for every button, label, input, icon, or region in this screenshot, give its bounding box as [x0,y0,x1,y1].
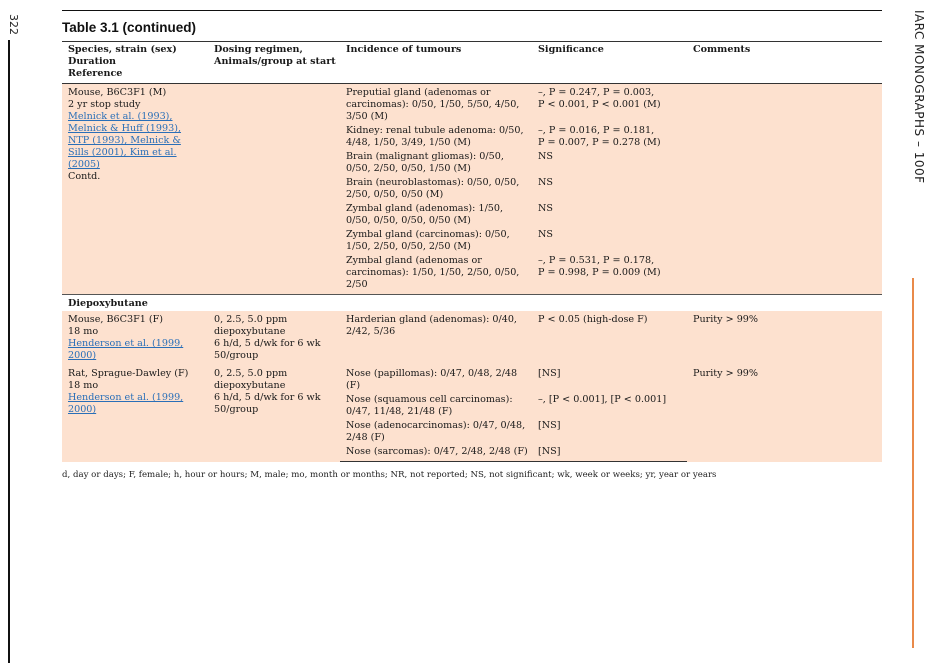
incidence-cell: Brain (neuroblastomas): 0/50, 0/50, 2/50… [340,176,532,202]
comments-cell: Purity > 99% [687,311,882,365]
running-head: IARC MONOGRAPHS – 100F [912,10,926,184]
significance-cell: –, P = 0.531, P = 0.178, P = 0.998, P = … [532,254,687,295]
significance-cell: –, [P < 0.001], [P < 0.001] [532,393,687,419]
significance-cell: NS [532,202,687,228]
table-row: Mouse, B6C3F1 (F) 18 mo Henderson et al.… [62,311,882,365]
table-row: Kidney: renal tubule adenoma: 0/50, 4/48… [62,124,882,150]
reference-link[interactable]: Henderson et al. (1999, [68,392,184,403]
incidence-cell: Nose (squamous cell carcinomas): 0/47, 1… [340,393,532,419]
header-comments: Comments [687,41,882,84]
table-row: Nose (sarcomas): 0/47, 2/48, 2/48 (F) [N… [62,445,882,462]
comments-cell [687,83,882,295]
reference-link[interactable]: NTP (1993), Melnick & [68,135,181,146]
table-row: Nose (adenocarcinomas): 0/47, 0/48, 2/48… [62,419,882,445]
table-sheet: Table 3.1 (continued) Species, strain (s… [62,10,882,480]
study-cell: Mouse, B6C3F1 (F) 18 mo Henderson et al.… [62,311,208,365]
table-row: Zymbal gland (carcinomas): 0/50, 1/50, 2… [62,228,882,254]
reference-link[interactable]: Henderson et al. (1999, [68,338,184,349]
incidence-cell: Preputial gland (adenomas or carcinomas)… [340,83,532,124]
reference-link[interactable]: 2000) [68,350,97,361]
dosing-cell [208,83,340,295]
incidence-cell: Zymbal gland (adenomas): 1/50, 0/50, 0/5… [340,202,532,228]
table-row: Rat, Sprague-Dawley (F) 18 mo Henderson … [62,365,882,462]
page-number: 322 [7,14,20,35]
header-species: Species, strain (sex) Duration Reference [62,41,208,84]
incidence-cell: Harderian gland (adenomas): 0/40, 2/42, … [340,311,532,365]
header-dosing: Dosing regimen, Animals/group at start [208,41,340,84]
incidence-cell: Nose (sarcomas): 0/47, 2/48, 2/48 (F) [340,445,532,462]
incidence-cell: Kidney: renal tubule adenoma: 0/50, 4/48… [340,124,532,150]
table-header-row: Species, strain (sex) Duration Reference… [62,41,882,84]
header-incidence: Incidence of tumours [340,41,532,84]
study-cell: Mouse, B6C3F1 (M) 2 yr stop study Melnic… [62,83,208,295]
significance-cell: –, P = 0.247, P = 0.003, P < 0.001, P < … [532,83,687,124]
incidence-cell: Zymbal gland (carcinomas): 0/50, 1/50, 2… [340,228,532,254]
table-footnote: d, day or days; F, female; h, hour or ho… [62,470,717,480]
incidence-cell: Nose (papillomas): 0/47, 0/48, 2/48 (F) [340,365,532,393]
table-row: Mouse, B6C3F1 (M) 2 yr stop study Melnic… [62,83,882,295]
dosing-cell: 0, 2.5, 5.0 ppm diepoxybutane 6 h/d, 5 d… [208,365,340,462]
reference-link[interactable]: Sills (2001), Kim et al. [68,147,177,158]
table-row: Brain (neuroblastomas): 0/50, 0/50, 2/50… [62,176,882,202]
dosing-cell: 0, 2.5, 5.0 ppm diepoxybutane 6 h/d, 5 d… [208,311,340,365]
table-row: Nose (squamous cell carcinomas): 0/47, 1… [62,393,882,419]
incidence-cell: Zymbal gland (adenomas or carcinomas): 1… [340,254,532,295]
study-cell: Rat, Sprague-Dawley (F) 18 mo Henderson … [62,365,208,462]
incidence-cell: Brain (malignant gliomas): 0/50, 0/50, 2… [340,150,532,176]
significance-cell: P < 0.05 (high-dose F) [532,311,687,365]
significance-cell: [NS] [532,445,687,462]
table-row: Zymbal gland (adenomas or carcinomas): 1… [62,254,882,295]
section-heading-row: Diepoxybutane [62,294,882,311]
incidence-cell: Nose (adenocarcinomas): 0/47, 0/48, 2/48… [340,419,532,445]
section-title: Diepoxybutane [62,294,882,311]
significance-cell: NS [532,150,687,176]
tumour-incidence-table: Species, strain (sex) Duration Reference… [62,41,882,462]
significance-cell: [NS] [532,365,687,393]
comments-cell: Purity > 99% [687,365,882,462]
table-row: Brain (malignant gliomas): 0/50, 0/50, 2… [62,150,882,176]
reference-link[interactable]: Melnick & Huff (1993), [68,123,182,134]
reference-link[interactable]: (2005) [68,159,100,170]
reference-link[interactable]: Melnick et al. (1993), [68,111,173,122]
table-title: Table 3.1 (continued) [62,20,197,35]
top-rule [62,10,882,11]
left-margin-rule [8,40,10,663]
table-row: Zymbal gland (adenomas): 1/50, 0/50, 0/5… [62,202,882,228]
right-accent-rule [912,278,914,648]
header-significance: Significance [532,41,687,84]
significance-cell: [NS] [532,419,687,445]
significance-cell: NS [532,176,687,202]
continued-label: Contd. [68,171,101,182]
significance-cell: NS [532,228,687,254]
significance-cell: –, P = 0.016, P = 0.181, P = 0.007, P = … [532,124,687,150]
reference-link[interactable]: 2000) [68,404,97,415]
